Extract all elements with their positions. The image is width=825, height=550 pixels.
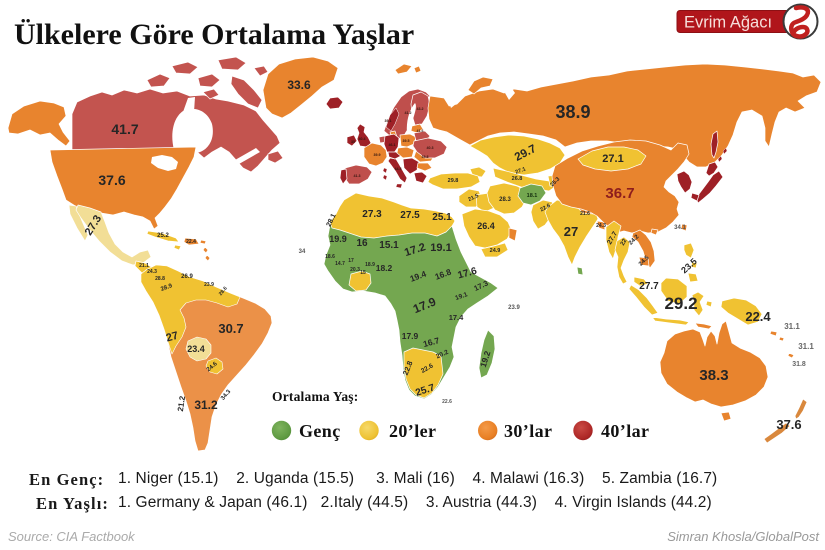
svg-text:39.9: 39.9 bbox=[374, 153, 381, 157]
svg-text:27.1: 27.1 bbox=[515, 166, 527, 175]
svg-text:23.9: 23.9 bbox=[508, 305, 520, 311]
svg-text:19.9: 19.9 bbox=[329, 234, 347, 244]
svg-text:20.2: 20.2 bbox=[435, 349, 450, 361]
svg-text:20.3: 20.3 bbox=[350, 267, 360, 273]
svg-text:30.7: 30.7 bbox=[218, 321, 243, 336]
svg-text:21.1: 21.1 bbox=[139, 263, 149, 269]
svg-text:40.4: 40.4 bbox=[359, 137, 366, 141]
svg-text:16.7: 16.7 bbox=[422, 335, 441, 349]
svg-text:18.2: 18.2 bbox=[376, 263, 393, 273]
svg-text:17.6: 17.6 bbox=[457, 266, 479, 282]
svg-text:15.1: 15.1 bbox=[379, 240, 399, 251]
svg-text:37.6: 37.6 bbox=[776, 417, 801, 432]
svg-text:16: 16 bbox=[356, 238, 368, 249]
svg-text:26.4: 26.4 bbox=[477, 221, 495, 231]
svg-text:29.2: 29.2 bbox=[664, 294, 697, 313]
svg-text:22.4: 22.4 bbox=[745, 309, 771, 324]
svg-text:39.5: 39.5 bbox=[403, 139, 410, 143]
svg-text:29.8: 29.8 bbox=[448, 178, 459, 184]
svg-text:24.3: 24.3 bbox=[596, 223, 606, 229]
svg-text:41.3: 41.3 bbox=[354, 174, 361, 178]
svg-text:36.7: 36.7 bbox=[605, 185, 634, 202]
svg-text:15: 15 bbox=[360, 270, 366, 276]
svg-text:19.1: 19.1 bbox=[430, 242, 451, 254]
svg-text:14.7: 14.7 bbox=[335, 261, 345, 267]
svg-text:22.6: 22.6 bbox=[539, 203, 551, 214]
svg-text:31.1: 31.1 bbox=[798, 342, 814, 351]
svg-text:40.3: 40.3 bbox=[427, 146, 434, 150]
svg-text:28.9: 28.9 bbox=[160, 283, 174, 293]
svg-text:25.2: 25.2 bbox=[157, 233, 169, 239]
svg-text:27: 27 bbox=[165, 330, 180, 345]
svg-text:39.1: 39.1 bbox=[385, 119, 392, 123]
svg-text:18.9: 18.9 bbox=[365, 262, 375, 268]
svg-text:Evrim Ağacı: Evrim Ağacı bbox=[684, 14, 772, 32]
svg-text:38.9: 38.9 bbox=[555, 102, 590, 122]
svg-text:17.4: 17.4 bbox=[449, 313, 464, 322]
svg-text:27.1: 27.1 bbox=[602, 153, 623, 165]
svg-text:31.1: 31.1 bbox=[784, 322, 800, 331]
svg-text:35: 35 bbox=[351, 140, 355, 144]
svg-text:34.1: 34.1 bbox=[674, 225, 686, 231]
svg-text:21.2: 21.2 bbox=[176, 395, 187, 412]
svg-text:23.4: 23.4 bbox=[187, 344, 205, 354]
svg-text:43.2: 43.2 bbox=[417, 107, 424, 111]
svg-text:27.5: 27.5 bbox=[400, 210, 420, 221]
svg-text:18.6: 18.6 bbox=[325, 254, 335, 260]
svg-text:28.3: 28.3 bbox=[499, 197, 511, 203]
svg-text:24.9: 24.9 bbox=[490, 248, 501, 254]
svg-text:37.6: 37.6 bbox=[98, 172, 125, 188]
svg-text:21.5: 21.5 bbox=[467, 193, 479, 203]
svg-text:44.5: 44.5 bbox=[395, 167, 402, 171]
svg-text:33.6: 33.6 bbox=[287, 78, 311, 92]
svg-text:31.8: 31.8 bbox=[792, 361, 806, 368]
svg-text:23.9: 23.9 bbox=[204, 282, 214, 288]
svg-text:17.9: 17.9 bbox=[402, 331, 419, 341]
svg-text:25.1: 25.1 bbox=[432, 212, 452, 223]
svg-text:26.8: 26.8 bbox=[512, 176, 523, 182]
svg-text:31.2: 31.2 bbox=[194, 398, 218, 412]
svg-text:39.8: 39.8 bbox=[422, 155, 429, 159]
svg-text:27.7: 27.7 bbox=[639, 281, 659, 292]
svg-text:22: 22 bbox=[620, 238, 629, 247]
svg-text:22.4: 22.4 bbox=[186, 239, 196, 245]
svg-text:41.6: 41.6 bbox=[417, 129, 424, 133]
svg-text:27: 27 bbox=[564, 224, 578, 239]
svg-text:26.9: 26.9 bbox=[181, 274, 193, 280]
svg-text:28.6: 28.6 bbox=[218, 286, 229, 297]
svg-text:28.8: 28.8 bbox=[155, 276, 165, 282]
svg-text:41.7: 41.7 bbox=[111, 121, 138, 137]
svg-text:24.3: 24.3 bbox=[147, 269, 157, 275]
svg-text:27.3: 27.3 bbox=[362, 209, 382, 220]
svg-text:19.2: 19.2 bbox=[478, 349, 493, 368]
svg-text:18.1: 18.1 bbox=[527, 193, 538, 199]
svg-text:46.1: 46.1 bbox=[389, 143, 396, 147]
svg-text:22.6: 22.6 bbox=[442, 399, 452, 405]
svg-text:25.3: 25.3 bbox=[549, 176, 561, 188]
svg-text:21.6: 21.6 bbox=[580, 211, 590, 217]
svg-text:19.1: 19.1 bbox=[454, 291, 469, 302]
svg-text:38.3: 38.3 bbox=[699, 367, 728, 384]
svg-text:34: 34 bbox=[299, 249, 306, 255]
svg-text:41.2: 41.2 bbox=[405, 111, 412, 115]
svg-text:17: 17 bbox=[348, 258, 354, 264]
